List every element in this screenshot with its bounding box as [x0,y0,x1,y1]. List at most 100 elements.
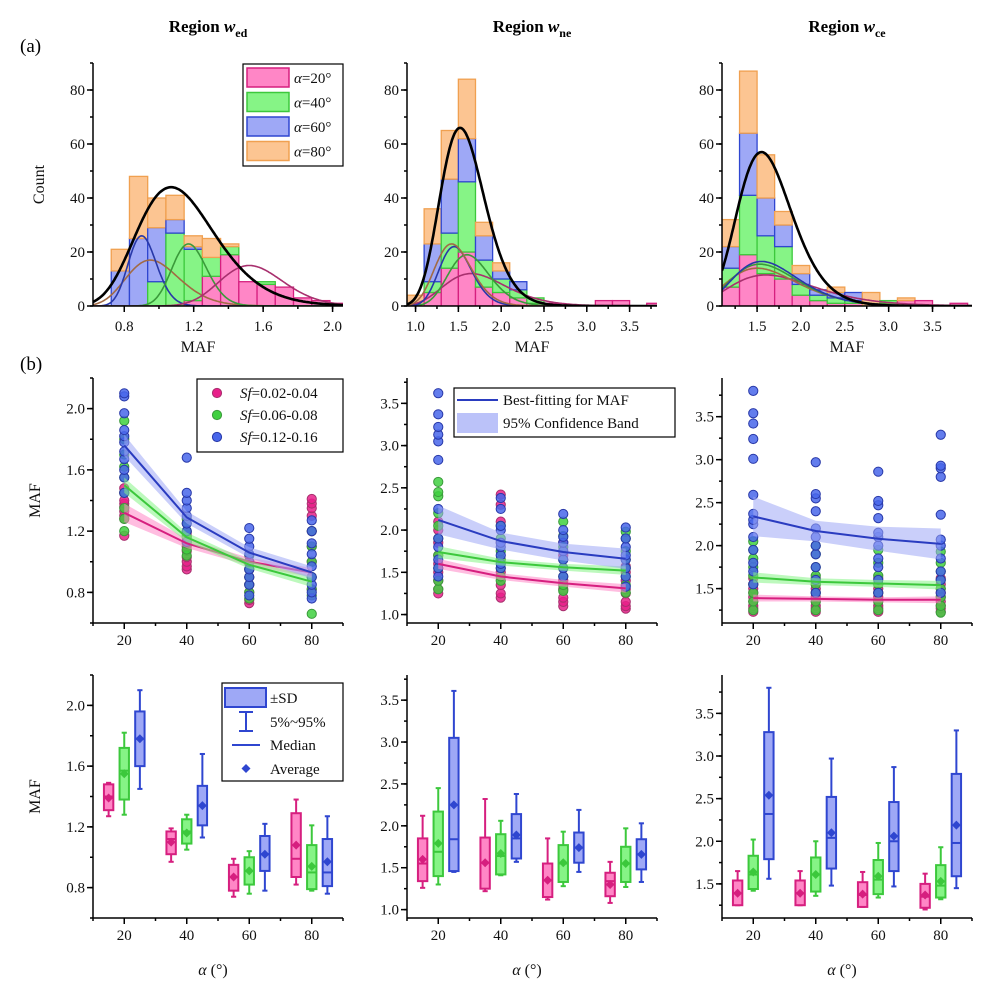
y-tick-label: 40 [384,191,399,207]
box-pink [731,870,744,907]
legend-mean-marker [241,764,251,773]
fit-curve-green [407,253,657,306]
y-axis-label: MAF [27,483,44,518]
data-point-blue [810,488,821,500]
title-prefix: Region [169,17,221,36]
legend-swatch-orange [246,140,290,162]
confidence-band-green [753,572,941,590]
plot-area [93,175,343,306]
y-tick-label: 3.5 [695,410,714,426]
panel-c-ed: 0.8 1.2 1.6 2.0 20 40 60 80 α (°) MAF [27,674,344,979]
box-blue [134,689,146,790]
plot-area [748,385,946,618]
x-tick-label: 2.5 [535,319,554,335]
data-point-blue [558,508,569,520]
mean-marker [291,840,301,850]
mean-marker [936,876,946,886]
fit-line-blue [437,518,626,560]
histogram-bar-blue [440,178,460,234]
box-green [557,830,569,888]
data-point-blue [935,471,946,482]
legend-marker-pink [211,387,223,399]
fit-line-blue [753,515,941,545]
x-tick-label: 3.0 [879,319,898,335]
mean-marker [244,866,254,876]
x-tick-label: 40 [179,633,194,649]
mean-marker [322,857,332,867]
data-point-blue [810,587,821,599]
mean-marker [826,828,836,838]
box-green [243,850,255,895]
box-green [495,819,507,877]
data-point-blue [935,460,946,471]
box-legend: ±SD 5%~95% Median Average [221,682,344,782]
legend-label: ±SD [270,691,298,707]
y-tick-label: 1.2 [66,820,85,836]
y-axis-label: Count [31,164,48,204]
legend-label: 5%~95% [270,715,326,731]
x-tick-label: 60 [242,633,257,649]
data-point-blue [810,549,821,560]
y-tick-label: 1.5 [380,861,399,877]
mean-marker [621,859,631,869]
mean-marker [748,867,758,877]
fit-curve-total [407,126,657,306]
x-tick-label: 80 [618,928,633,944]
fit-line-pink [753,597,941,601]
data-point-blue [433,454,444,466]
data-point-blue [873,553,884,564]
box-blue [196,752,209,839]
box-blue [448,689,460,873]
box-pink [794,870,806,907]
box-green [306,824,318,892]
axes [401,378,658,629]
histogram-legend: α=20°α=40°α=60°α=80° [242,63,344,167]
box-pink [541,837,554,901]
data-point-blue [748,408,759,419]
plot-area [407,78,657,306]
y-tick-label: 1.5 [380,565,399,581]
plot-area [416,689,648,904]
x-tick-label: 60 [871,633,886,649]
y-tick-label: 2.0 [66,698,85,714]
x-tick-label: 1.0 [406,319,425,335]
fit-curve-pink [93,264,343,306]
mean-marker [480,858,490,868]
mean-marker [433,838,443,848]
x-tick-label: 60 [871,928,886,944]
x-tick-label: 80 [933,633,948,649]
data-point-blue [119,408,130,419]
data-point-blue [558,524,569,536]
column-title: Region wed [169,17,248,40]
histogram-bar-pink [611,299,631,306]
x-tick-label: 0.8 [115,319,134,335]
panel-c-ne: 1.0 1.5 2.0 2.5 3.0 3.5 20 40 60 80 α (°) [380,675,658,979]
x-tick-label: 40 [493,633,508,649]
data-point-blue [119,464,130,475]
data-point-blue [495,492,506,504]
mean-marker [764,790,774,800]
y-tick-label: 0.8 [66,881,85,897]
legend-label: 95% Confidence Band [503,416,639,432]
box-pink [919,872,931,911]
data-point-pink [495,588,506,599]
mean-marker [636,849,646,859]
box-green [810,840,822,897]
legend-band-swatch [457,413,498,433]
data-point-blue [306,538,317,549]
box-green [620,827,632,888]
fit-legend: Best-fitting for MAF 95% Confidence Band [453,387,676,438]
data-point-blue [119,388,130,399]
x-tick-label: 1.5 [748,319,767,335]
legend-symbol: α [294,71,303,87]
mean-marker [182,828,192,838]
data-point-blue [873,466,884,477]
data-point-blue [306,548,317,560]
legend-text: =0.02-0.04 [252,386,318,402]
fit-line-pink [438,562,626,590]
x-tick-label: 3.5 [923,319,942,335]
box-green [747,838,759,892]
x-axis-label: α (°) [512,962,541,979]
data-point-blue [873,562,884,573]
data-point-blue [748,453,759,464]
